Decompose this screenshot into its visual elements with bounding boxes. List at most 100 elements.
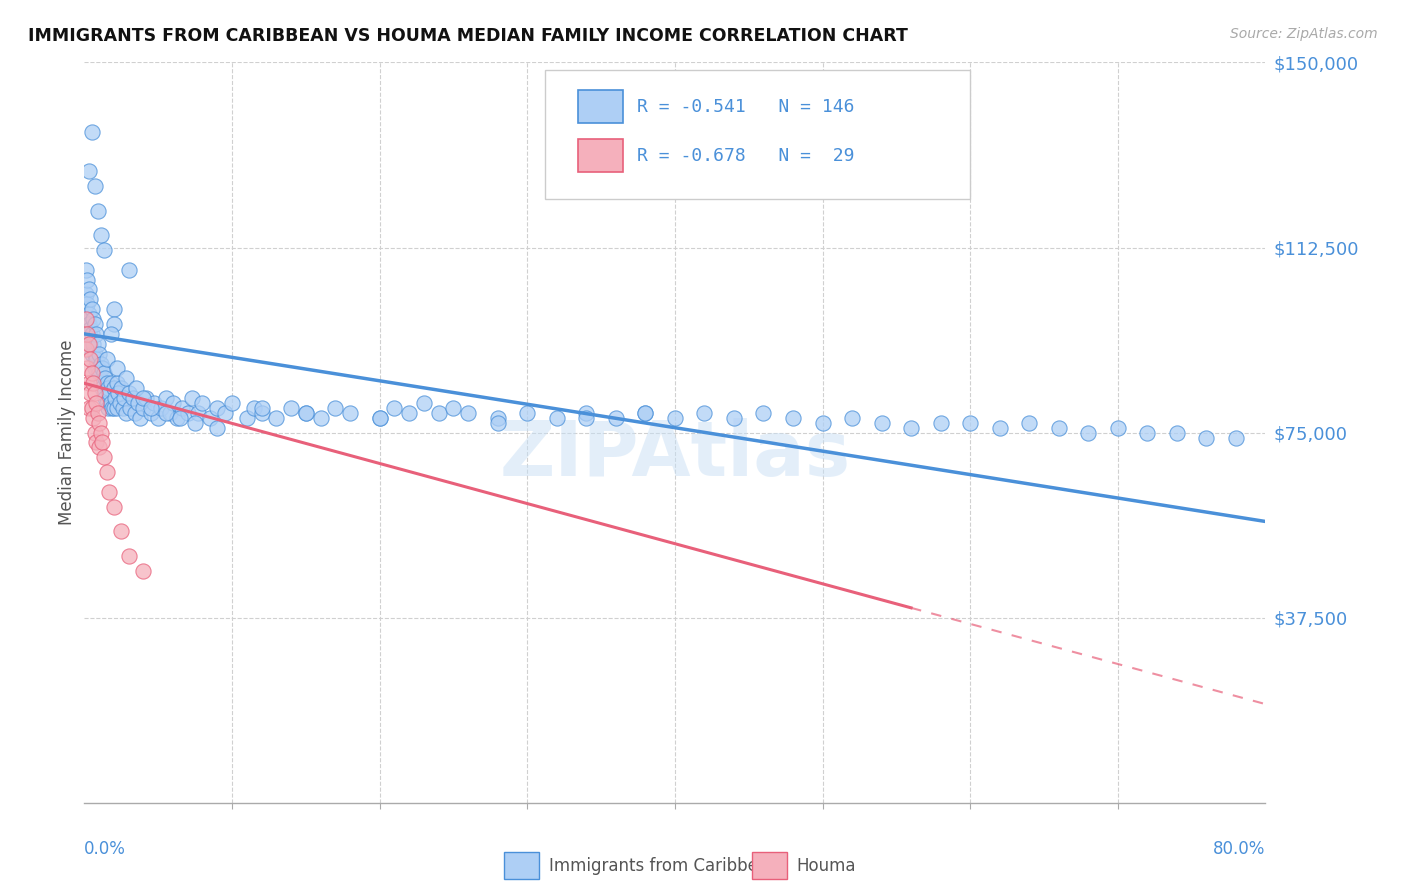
Point [693,406,716,420]
Point [122,391,145,405]
Point [250,401,273,415]
Point [84,396,107,410]
Point [295,406,318,420]
Point [100,396,122,410]
Point [84,326,107,341]
Point [132,401,155,415]
Point [575,406,598,420]
Point [187,406,209,420]
Point [94,371,117,385]
Point [129,410,152,425]
Point [75,287,97,301]
Text: 0.0%: 0.0% [84,840,127,858]
Point [77,336,100,351]
Point [382,401,406,415]
Point [100,326,122,341]
FancyBboxPatch shape [546,70,970,200]
Point [132,564,155,578]
Point [159,406,181,420]
Point [98,386,121,401]
Point [77,307,100,321]
Point [309,410,332,425]
Point [76,272,98,286]
Point [87,346,111,360]
Point [221,396,243,410]
Point [900,420,922,434]
Point [96,351,118,366]
Point [166,410,188,425]
Point [191,396,214,410]
Point [142,396,165,410]
Point [103,401,125,415]
Point [339,406,361,420]
Point [86,361,108,376]
Point [103,381,125,395]
Point [155,406,177,420]
Point [162,396,184,410]
Point [76,312,98,326]
Point [80,367,103,381]
Point [79,351,101,366]
Point [114,371,136,385]
Point [76,361,98,376]
Text: Immigrants from Caribbean: Immigrants from Caribbean [548,856,778,875]
Point [1166,425,1188,440]
Point [1195,431,1218,445]
Point [87,441,111,455]
Point [546,410,568,425]
Point [214,406,236,420]
Point [207,401,229,415]
Point [76,326,98,341]
Point [77,164,100,178]
Point [90,228,112,243]
Point [132,391,155,405]
Point [75,262,97,277]
Point [266,410,288,425]
Point [97,401,120,415]
Text: Source: ZipAtlas.com: Source: ZipAtlas.com [1230,27,1378,41]
Point [103,317,125,331]
Point [77,317,100,331]
Point [413,396,436,410]
Point [398,406,420,420]
Text: R = -0.678   N =  29: R = -0.678 N = 29 [637,147,855,165]
Point [77,283,100,297]
Point [575,410,598,425]
Point [90,357,112,371]
Point [124,406,146,420]
Point [177,406,200,420]
Point [103,302,125,317]
Point [118,386,141,401]
Point [97,381,120,395]
Point [80,326,103,341]
Point [634,406,657,420]
Point [634,406,657,420]
Point [112,391,135,405]
Point [120,401,142,415]
Point [93,386,115,401]
Point [155,391,177,405]
Point [82,410,104,425]
Point [80,302,103,317]
Point [988,420,1011,434]
Point [108,396,131,410]
Point [325,401,347,415]
Text: IMMIGRANTS FROM CARIBBEAN VS HOUMA MEDIAN FAMILY INCOME CORRELATION CHART: IMMIGRANTS FROM CARIBBEAN VS HOUMA MEDIA… [28,27,908,45]
Point [93,367,115,381]
Bar [752,853,787,879]
Point [80,401,103,415]
Point [139,406,162,420]
Point [96,396,118,410]
Point [127,396,149,410]
Point [110,381,132,395]
Y-axis label: Median Family Income: Median Family Income [58,340,76,525]
Point [169,410,191,425]
Point [98,484,121,499]
Point [101,401,124,415]
Point [486,416,509,430]
Point [118,262,141,277]
Point [1107,420,1129,434]
Point [105,376,128,391]
Bar [578,90,623,123]
Point [150,401,173,415]
